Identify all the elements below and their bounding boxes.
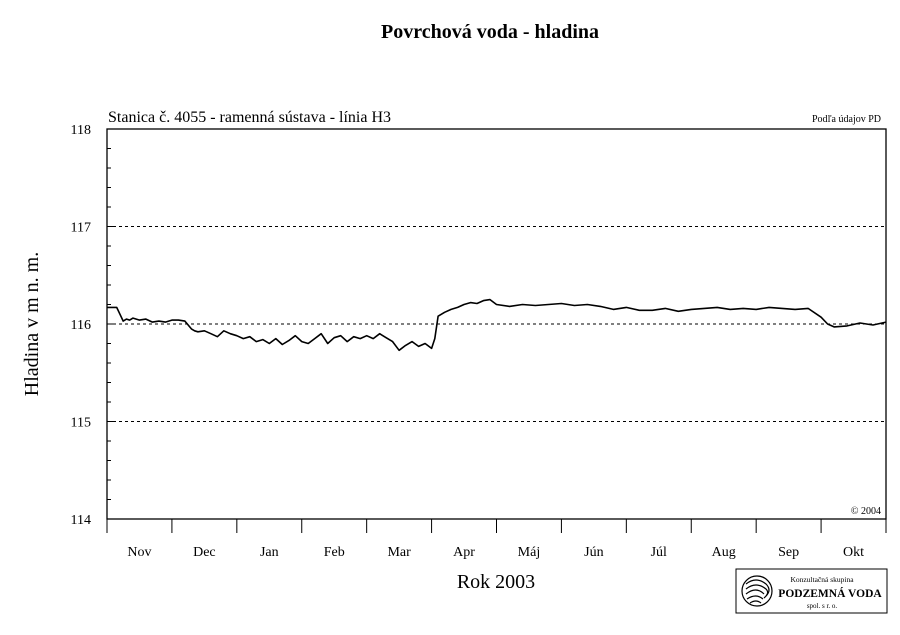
copyright-note: © 2004 xyxy=(851,506,881,517)
x-tick-label: Nov xyxy=(127,545,151,560)
x-axis: Nov Dec Jan Feb Mar Apr Máj Jún Júl Aug Sep Okt xyxy=(106,519,887,560)
company-logo: Konzultačná skupina PODZEMNÁ VODA spol. … xyxy=(735,568,888,614)
logo-bottom-text: spol. s r. o. xyxy=(807,602,838,610)
logo-top-text: Konzultačná skupina xyxy=(790,575,854,584)
x-tick-label: Máj xyxy=(518,545,541,560)
logo-swirl-icon xyxy=(741,575,773,607)
x-tick-label: Jan xyxy=(260,545,279,560)
x-tick-label: Júl xyxy=(651,545,667,560)
y-tick-label: 114 xyxy=(71,513,91,528)
y-tick-label: 117 xyxy=(71,221,91,236)
x-tick-label: Apr xyxy=(453,545,475,560)
chart-subtitle: Stanica č. 4055 - ramenná sústava - líni… xyxy=(108,109,391,126)
x-tick-label: Dec xyxy=(193,545,216,560)
chart-title: Povrchová voda - hladina xyxy=(381,21,599,43)
y-tick-label: 118 xyxy=(71,123,91,138)
x-tick-label: Okt xyxy=(843,545,864,560)
x-tick-label: Aug xyxy=(712,545,736,560)
source-note: Podľa údajov PD xyxy=(812,114,881,125)
y-axis-label: Hladina v m n. m. xyxy=(21,252,43,396)
series-line-0 xyxy=(107,298,887,352)
logo-main-text: PODZEMNÁ VODA xyxy=(778,586,882,600)
x-tick-label: Sep xyxy=(778,545,799,560)
y-tick-label: 116 xyxy=(71,318,91,333)
y-axis: 114 115 116 117 118 xyxy=(71,123,115,528)
x-tick-label: Feb xyxy=(324,545,345,560)
x-axis-label: Rok 2003 xyxy=(457,571,535,593)
y-tick-label: 115 xyxy=(71,416,91,431)
series-group xyxy=(107,298,887,352)
x-tick-label: Mar xyxy=(387,545,411,560)
x-tick-label: Jún xyxy=(584,545,603,560)
gridlines xyxy=(107,226,886,422)
